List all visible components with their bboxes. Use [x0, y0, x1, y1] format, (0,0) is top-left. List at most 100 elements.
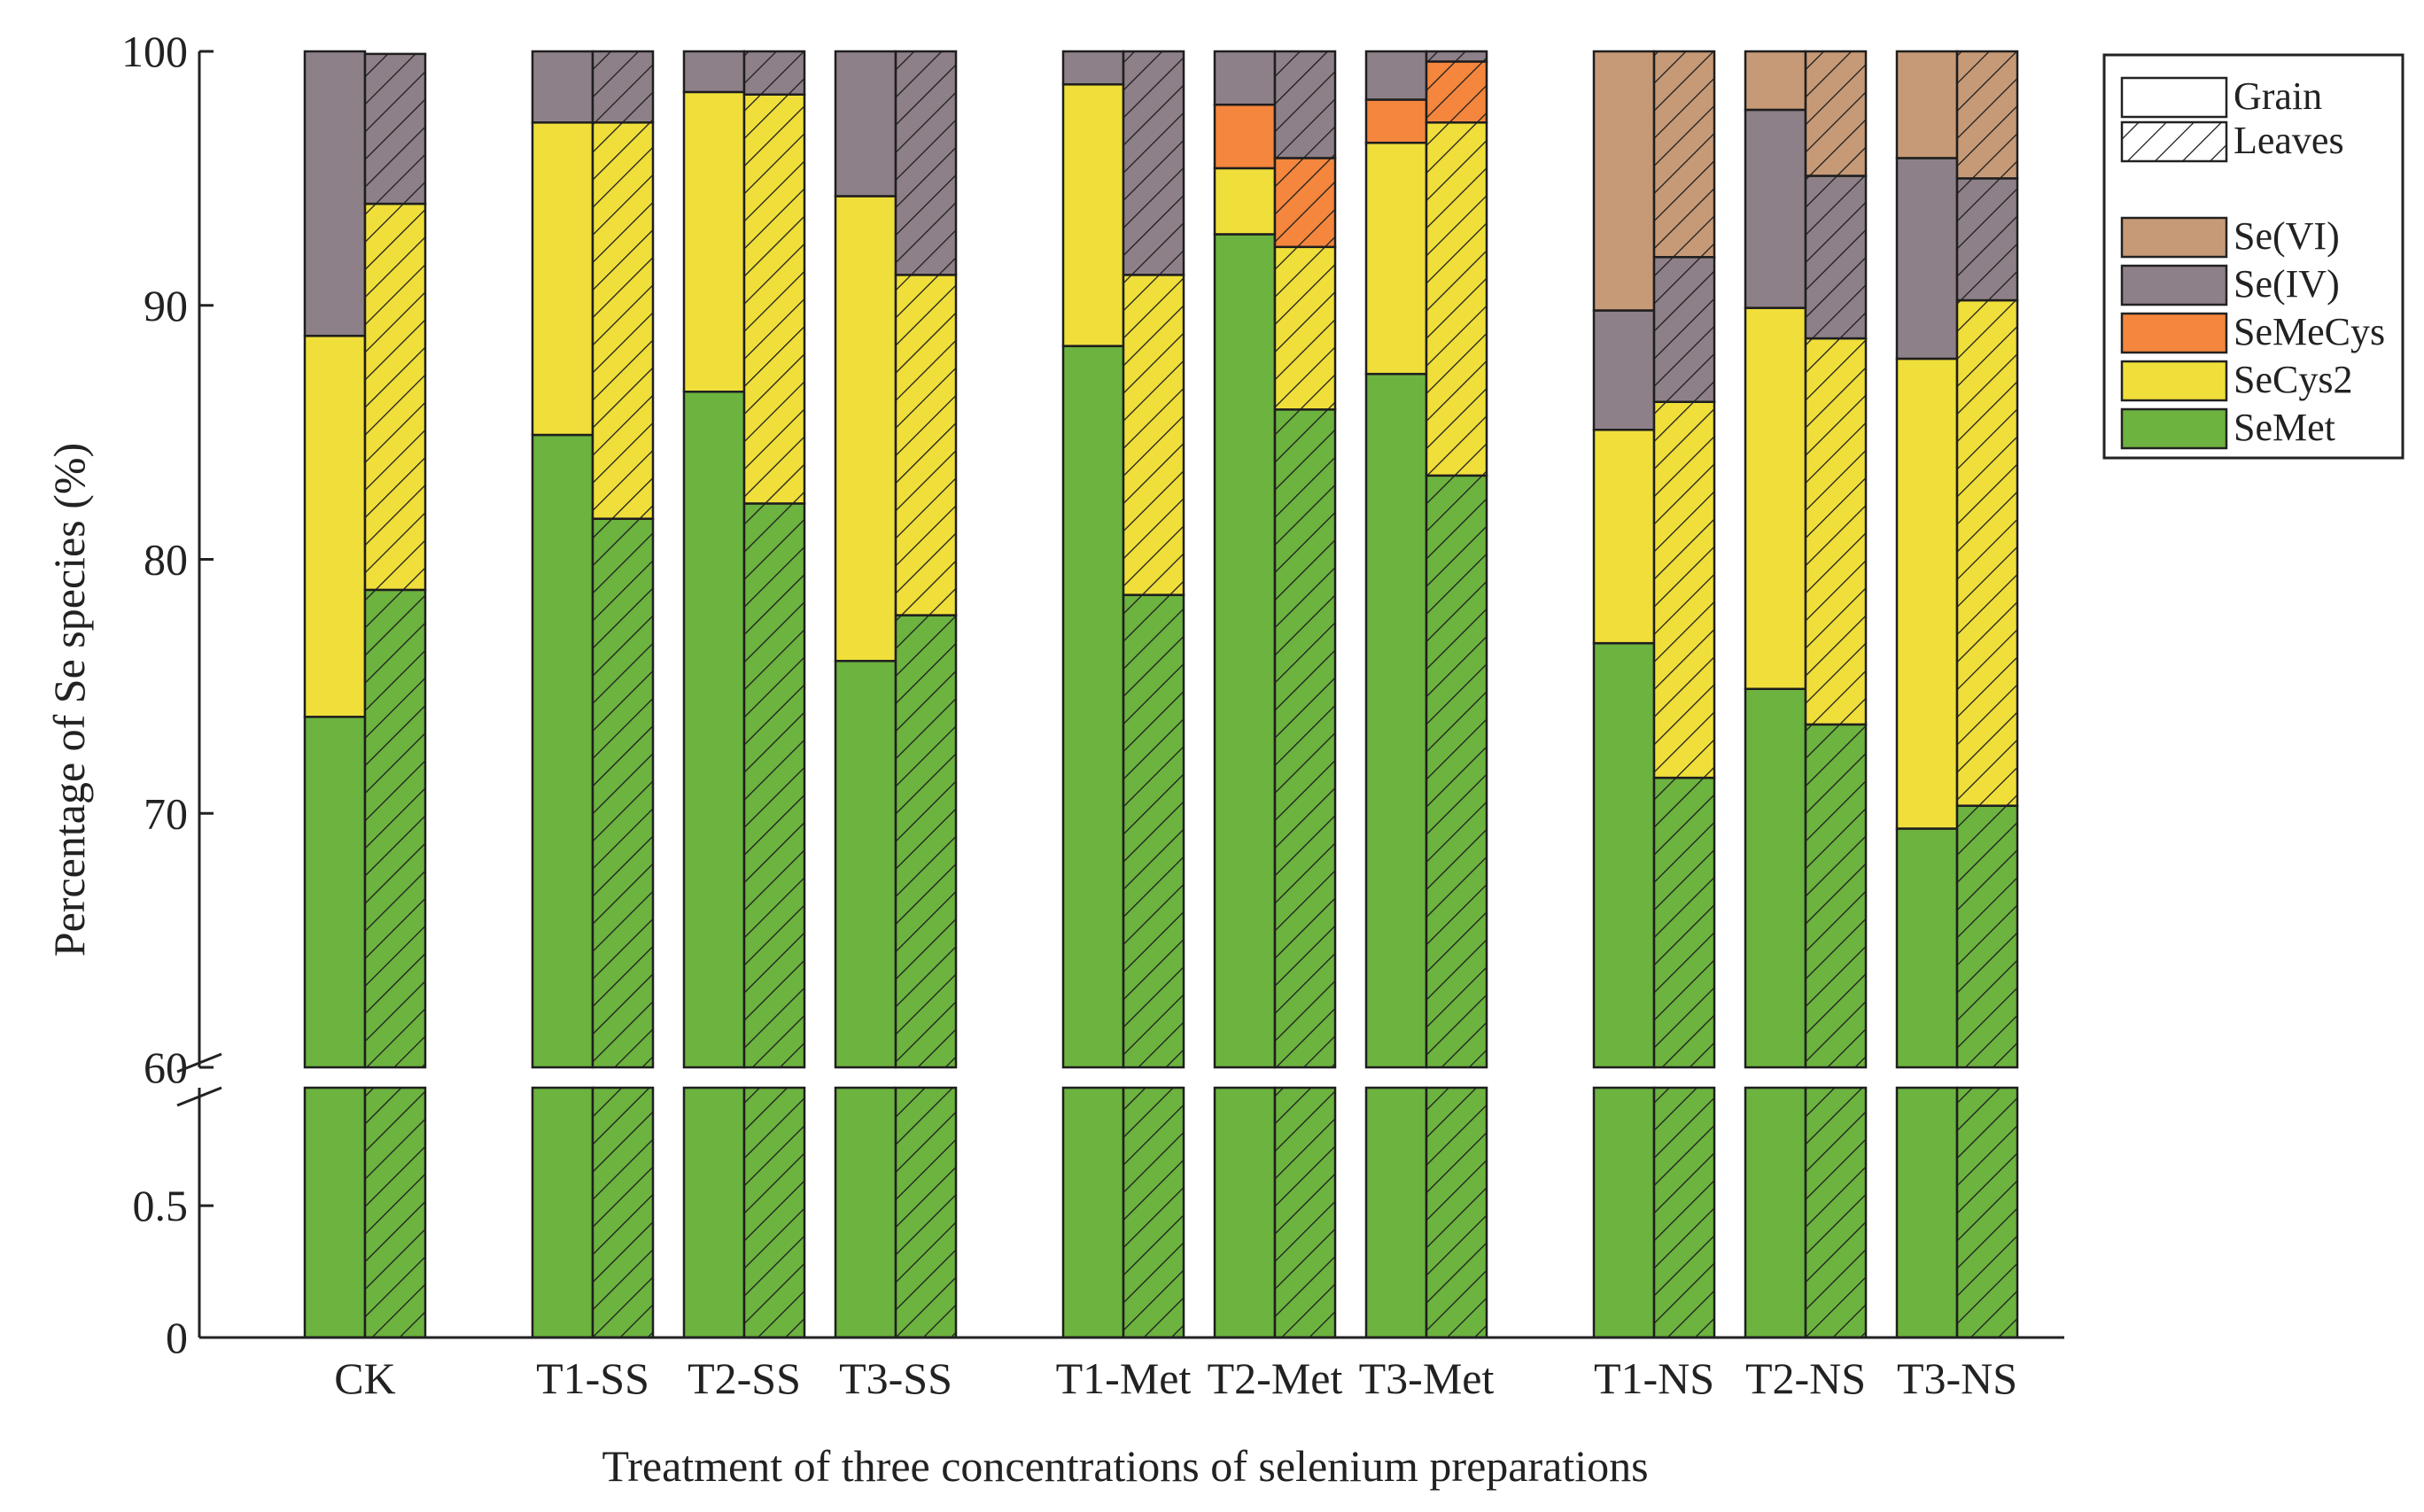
- bar-segment-t1-ss-leaves-secys2-hatch: [593, 122, 653, 519]
- bar-group-t1-ss: [531, 50, 655, 1339]
- x-tick-label-ck: CK: [334, 1353, 395, 1403]
- bar-lower-t2-ns-grain: [1744, 1086, 1807, 1339]
- bar-segment-t1-ns-leaves-semet-hatch: [1654, 778, 1714, 1067]
- y-tick-label: 80: [144, 535, 188, 585]
- x-tick-label-t3-ss: T3-SS: [839, 1353, 952, 1403]
- bar-segment-t2-met-leaves-secys2-hatch: [1275, 246, 1335, 410]
- bar-segment-t2-ns-leaves-se-iv-hatch: [1806, 175, 1866, 339]
- bar-segment-ck-grain-secys2: [303, 334, 367, 718]
- bar-lower-t3-ss-grain: [834, 1086, 897, 1339]
- axis-break-mark-lower: [176, 1086, 222, 1107]
- y-axis: 60 70 80 90 100 0 0.5: [121, 27, 222, 1362]
- bar-segment-ck-grain-semet: [303, 716, 367, 1069]
- bar-segment-t1-ss-grain-secys2: [531, 121, 594, 437]
- bar-segment-t2-ss-grain-semet: [682, 390, 746, 1069]
- legend-swatch-leaves-hatch: [2122, 122, 2226, 161]
- bar-group-t2-ns: [1744, 50, 1868, 1339]
- bar-segment-t3-met-leaves-semet-hatch: [1426, 475, 1487, 1067]
- bar-segment-t3-ns-grain-secys2: [1895, 357, 1959, 830]
- y-tick-label: 70: [144, 788, 188, 838]
- bar-lower-t2-met-leaves-hatch: [1275, 1088, 1335, 1338]
- bar-segment-t3-ns-grain-se-vi: [1895, 50, 1959, 159]
- bar-segment-t1-met-grain-semet: [1061, 345, 1125, 1069]
- bar-group-t1-met: [1061, 50, 1185, 1339]
- legend-label-se-vi: Se(VI): [2234, 214, 2340, 258]
- legend-label-se-iv: Se(IV): [2234, 262, 2340, 306]
- x-tick-label-t3-ns: T3-NS: [1897, 1353, 2017, 1403]
- bar-lower-t3-ss-leaves-hatch: [896, 1088, 956, 1338]
- bar-segment-t3-ss-leaves-semet-hatch: [896, 615, 956, 1067]
- bar-lower-t1-ss-leaves-hatch: [593, 1088, 653, 1338]
- legend-label-grain: Grain: [2234, 74, 2322, 118]
- bar-segment-t1-met-leaves-se-iv-hatch: [1123, 51, 1184, 275]
- bar-lower-t1-met-grain: [1061, 1086, 1125, 1339]
- x-tick-label-t2-ss: T2-SS: [688, 1353, 801, 1403]
- bar-segment-t3-ss-grain-semet: [834, 659, 897, 1069]
- x-tick-label-t1-ns: T1-NS: [1594, 1353, 1714, 1403]
- y-tick-label: 0: [166, 1313, 188, 1362]
- bar-segment-t2-ns-grain-semet: [1744, 687, 1807, 1069]
- bar-segment-t3-ss-leaves-se-iv-hatch: [896, 51, 956, 275]
- bar-lower-t2-ns-leaves-hatch: [1806, 1088, 1866, 1338]
- bar-segment-t2-ns-leaves-se-vi-hatch: [1806, 51, 1866, 176]
- bar-lower-t1-ns-leaves-hatch: [1654, 1088, 1714, 1338]
- bar-lower-ck-leaves-hatch: [365, 1088, 425, 1338]
- bar-segment-ck-leaves-semet-hatch: [365, 589, 425, 1067]
- bar-segment-t2-met-grain-se-iv: [1213, 50, 1277, 106]
- bar-segment-t2-met-grain-semet: [1213, 233, 1277, 1069]
- bar-lower-t3-met-grain: [1364, 1086, 1428, 1339]
- legend-label-leaves: Leaves: [2234, 119, 2344, 162]
- x-tick-label-t2-ns: T2-NS: [1745, 1353, 1866, 1403]
- bar-segment-t2-met-grain-semecys: [1213, 103, 1277, 170]
- legend-label-secys2: SeCys2: [2234, 358, 2352, 401]
- y-ticks: 60 70 80 90 100 0 0.5: [121, 27, 214, 1362]
- legend-swatch-se-vi: [2120, 216, 2228, 259]
- bar-segment-t2-met-leaves-semet-hatch: [1275, 409, 1335, 1067]
- bar-segment-t3-met-grain-se-iv: [1364, 50, 1428, 101]
- bar-segment-t2-ss-grain-se-iv: [682, 50, 746, 94]
- y-tick-label: 60: [144, 1043, 188, 1092]
- legend-swatch-secys2: [2120, 360, 2228, 402]
- bar-segment-t3-ss-grain-se-iv: [834, 50, 897, 198]
- x-tick-label-t1-ss: T1-SS: [536, 1353, 649, 1403]
- bar-segment-t2-ss-leaves-semet-hatch: [744, 503, 804, 1067]
- bar-group-t3-met: [1364, 50, 1488, 1339]
- bar-segment-t2-ns-leaves-secys2-hatch: [1806, 338, 1866, 725]
- bar-segment-t3-met-leaves-semecys-hatch: [1426, 61, 1487, 123]
- y-tick-label: 0.5: [133, 1181, 189, 1230]
- bar-segment-t3-ns-leaves-se-iv-hatch: [1957, 178, 2017, 301]
- bar-segment-t1-ns-leaves-secys2-hatch: [1654, 401, 1714, 779]
- axis-break-mark-upper: [176, 1052, 222, 1074]
- legend-swatch-semecys: [2120, 312, 2228, 354]
- bar-lower-t1-met-leaves-hatch: [1123, 1088, 1184, 1338]
- bar-segment-t3-met-grain-secys2: [1364, 141, 1428, 376]
- bar-lower-t1-ss-grain: [531, 1086, 594, 1339]
- bar-segment-t3-ns-grain-se-iv: [1895, 157, 1959, 361]
- x-tick-label-t1-met: T1-Met: [1056, 1353, 1192, 1403]
- bar-segment-t1-ss-leaves-se-iv-hatch: [593, 51, 653, 123]
- legend-swatch-semet: [2120, 407, 2228, 450]
- bar-segment-t1-ns-grain-se-iv: [1592, 309, 1656, 431]
- y-tick-label: 90: [144, 281, 188, 330]
- bar-segment-t2-ss-leaves-secys2-hatch: [744, 94, 804, 504]
- bar-segment-t3-ss-grain-secys2: [834, 195, 897, 663]
- bars-layer: [303, 50, 2019, 1339]
- bar-lower-t2-ss-grain: [682, 1086, 746, 1339]
- bar-segment-t3-ns-leaves-semet-hatch: [1957, 805, 2017, 1067]
- bar-lower-t2-met-grain: [1213, 1086, 1277, 1339]
- bar-segment-t3-met-grain-semecys: [1364, 98, 1428, 144]
- bar-segment-ck-leaves-se-iv-hatch: [365, 53, 425, 205]
- bar-segment-t3-ns-grain-semet: [1895, 827, 1959, 1069]
- bar-group-t3-ns: [1895, 50, 2019, 1339]
- bar-lower-t1-ns-grain: [1592, 1086, 1656, 1339]
- bar-segment-ck-leaves-secys2-hatch: [365, 204, 425, 590]
- bar-segment-t1-ss-grain-se-iv: [531, 50, 594, 124]
- bar-segment-t1-ns-grain-secys2: [1592, 429, 1656, 645]
- bar-lower-t3-ns-leaves-hatch: [1957, 1088, 2017, 1338]
- bar-lower-t3-ns-grain: [1895, 1086, 1959, 1339]
- bar-segment-t3-ns-leaves-se-vi-hatch: [1957, 51, 2017, 179]
- bar-segment-t1-ss-leaves-semet-hatch: [593, 518, 653, 1067]
